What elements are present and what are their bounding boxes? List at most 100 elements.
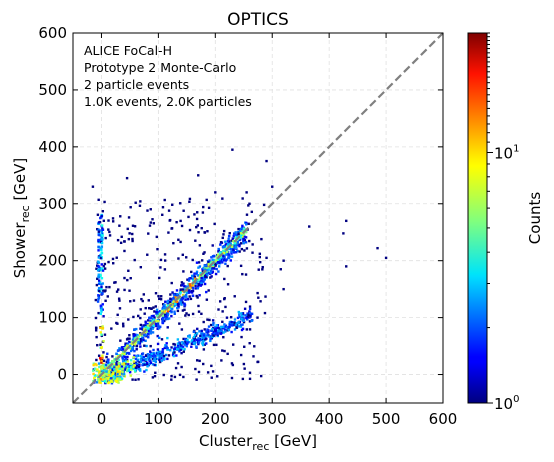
data-bin (163, 253, 167, 256)
data-bin (127, 369, 130, 372)
data-bin (100, 361, 103, 364)
data-bin (204, 338, 207, 341)
data-bin (123, 352, 126, 356)
data-bin (182, 337, 185, 341)
data-bin (203, 282, 207, 286)
data-bin (252, 355, 255, 358)
data-bin (190, 340, 193, 343)
data-bin (155, 312, 158, 316)
data-bin (156, 354, 159, 357)
x-tick-label: 300 (258, 410, 287, 428)
data-bin (143, 344, 146, 347)
data-bin (121, 356, 124, 359)
data-bin (187, 279, 191, 282)
data-bin (262, 203, 266, 207)
data-bin (180, 303, 183, 306)
data-bin (182, 350, 185, 353)
data-bin (197, 337, 200, 340)
data-bin (134, 357, 138, 361)
data-bin (240, 233, 243, 237)
data-bin (132, 365, 136, 368)
data-bin (207, 260, 210, 264)
data-bin (123, 240, 126, 243)
data-bin (124, 366, 127, 370)
data-bin (175, 348, 179, 351)
data-bin (97, 245, 100, 249)
data-bin (202, 280, 205, 283)
data-bin (151, 355, 154, 358)
data-bin (225, 325, 229, 329)
data-bin (233, 240, 236, 244)
data-bin (214, 326, 217, 329)
data-bin (116, 238, 120, 242)
data-bin (223, 248, 227, 251)
data-bin (140, 334, 144, 338)
data-bin (235, 243, 239, 246)
data-bin (167, 354, 171, 357)
data-bin (244, 314, 247, 317)
data-bin (177, 238, 180, 241)
data-bin (101, 326, 105, 330)
data-bin (100, 245, 104, 248)
data-bin (128, 289, 131, 292)
data-bin (166, 326, 169, 329)
data-bin (159, 266, 162, 269)
data-bin (230, 255, 234, 258)
data-bin (178, 322, 181, 325)
data-bin (133, 361, 136, 365)
data-bin (97, 221, 101, 224)
data-bin (198, 330, 201, 333)
data-bin (129, 362, 133, 365)
data-bin (110, 379, 113, 382)
data-bin (167, 209, 171, 212)
data-bin (162, 354, 166, 358)
data-bin (103, 267, 107, 270)
data-bin (102, 364, 105, 367)
y-tick-label: 600 (38, 24, 67, 42)
data-bin (153, 357, 157, 361)
data-bin (113, 368, 116, 371)
data-bin (116, 375, 119, 379)
data-bin (190, 270, 193, 274)
data-bin (126, 278, 129, 282)
data-bin (178, 373, 182, 377)
data-bin (205, 330, 208, 333)
data-bin (124, 362, 127, 365)
data-bin (188, 289, 191, 292)
data-bin (121, 362, 124, 366)
data-bin (122, 362, 126, 365)
data-bin (123, 347, 127, 350)
data-bin (100, 283, 103, 286)
data-bin (217, 250, 220, 253)
data-bin (96, 227, 99, 231)
data-bin (141, 359, 145, 362)
data-bin (203, 332, 206, 336)
data-bin (208, 335, 211, 338)
data-bin (97, 286, 101, 290)
data-bin (196, 285, 200, 288)
data-bin (97, 198, 100, 202)
data-bin (100, 263, 103, 266)
data-bin (99, 256, 102, 260)
y-axis-label: Showerrec [GeV] (11, 158, 32, 279)
data-bin (110, 374, 113, 378)
data-bin (158, 354, 161, 358)
data-bin (198, 337, 202, 341)
data-bin (228, 240, 231, 243)
data-bin (179, 347, 183, 350)
data-bin (217, 260, 220, 264)
data-bin (133, 341, 137, 345)
data-bin (235, 236, 239, 239)
data-bin (123, 355, 127, 359)
data-bin (179, 219, 182, 223)
data-bin (241, 224, 244, 228)
data-bin (195, 225, 198, 229)
data-bin (133, 343, 137, 346)
data-bin (137, 366, 140, 369)
data-bin (100, 310, 103, 313)
data-bin (256, 291, 259, 295)
data-bin (115, 290, 119, 293)
data-bin (238, 313, 241, 316)
data-bin (196, 224, 200, 227)
data-bin (223, 297, 226, 300)
